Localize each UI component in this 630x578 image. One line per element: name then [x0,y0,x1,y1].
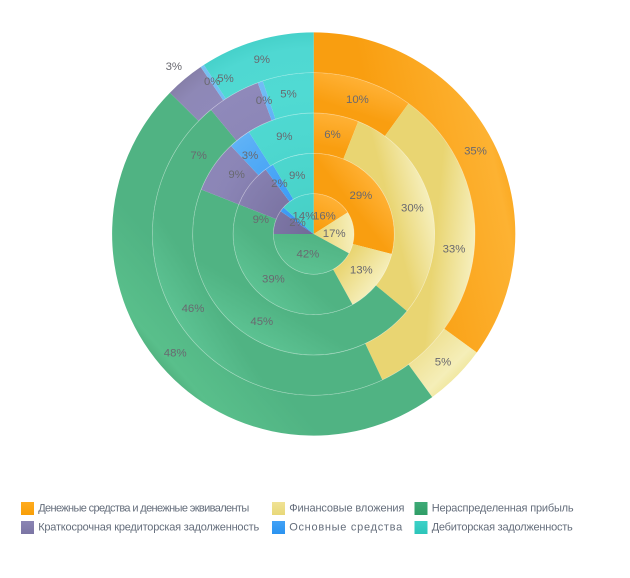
svg-text:3%: 3% [242,150,258,162]
svg-text:Дебиторская задолженность: Дебиторская задолженность [432,521,573,533]
svg-text:Краткосрочная кредиторская зад: Краткосрочная кредиторская задолженность [38,521,259,533]
svg-text:5%: 5% [435,356,451,368]
svg-text:2%: 2% [289,217,305,229]
svg-text:5%: 5% [280,89,296,101]
svg-text:Финансовые вложения: Финансовые вложения [289,502,404,514]
svg-text:16%: 16% [313,211,336,223]
svg-text:9%: 9% [254,54,270,66]
svg-text:5%: 5% [217,73,233,85]
svg-text:10%: 10% [346,94,369,106]
svg-text:9%: 9% [253,214,269,226]
svg-text:Основные средства: Основные средства [289,521,403,533]
svg-text:6%: 6% [324,129,340,141]
svg-text:17%: 17% [323,228,346,240]
svg-text:0%: 0% [256,95,272,107]
svg-text:Нераспределенная прибыль: Нераспределенная прибыль [432,502,574,514]
svg-text:30%: 30% [401,203,424,215]
svg-text:29%: 29% [349,190,372,202]
svg-text:9%: 9% [228,169,244,181]
svg-text:9%: 9% [276,131,292,143]
svg-text:Денежные средства и денежные э: Денежные средства и денежные эквиваленты [38,502,249,514]
svg-text:2%: 2% [271,178,287,190]
svg-text:39%: 39% [262,274,285,286]
svg-text:46%: 46% [182,303,205,315]
svg-text:7%: 7% [190,150,206,162]
svg-text:48%: 48% [164,348,187,360]
svg-text:0%: 0% [204,76,220,88]
svg-text:45%: 45% [250,316,273,328]
svg-text:14%: 14% [292,211,315,223]
svg-text:13%: 13% [350,264,373,276]
svg-text:9%: 9% [289,170,305,182]
svg-text:35%: 35% [464,146,487,158]
svg-text:42%: 42% [296,248,319,260]
svg-text:3%: 3% [166,61,182,73]
svg-text:33%: 33% [443,244,466,256]
